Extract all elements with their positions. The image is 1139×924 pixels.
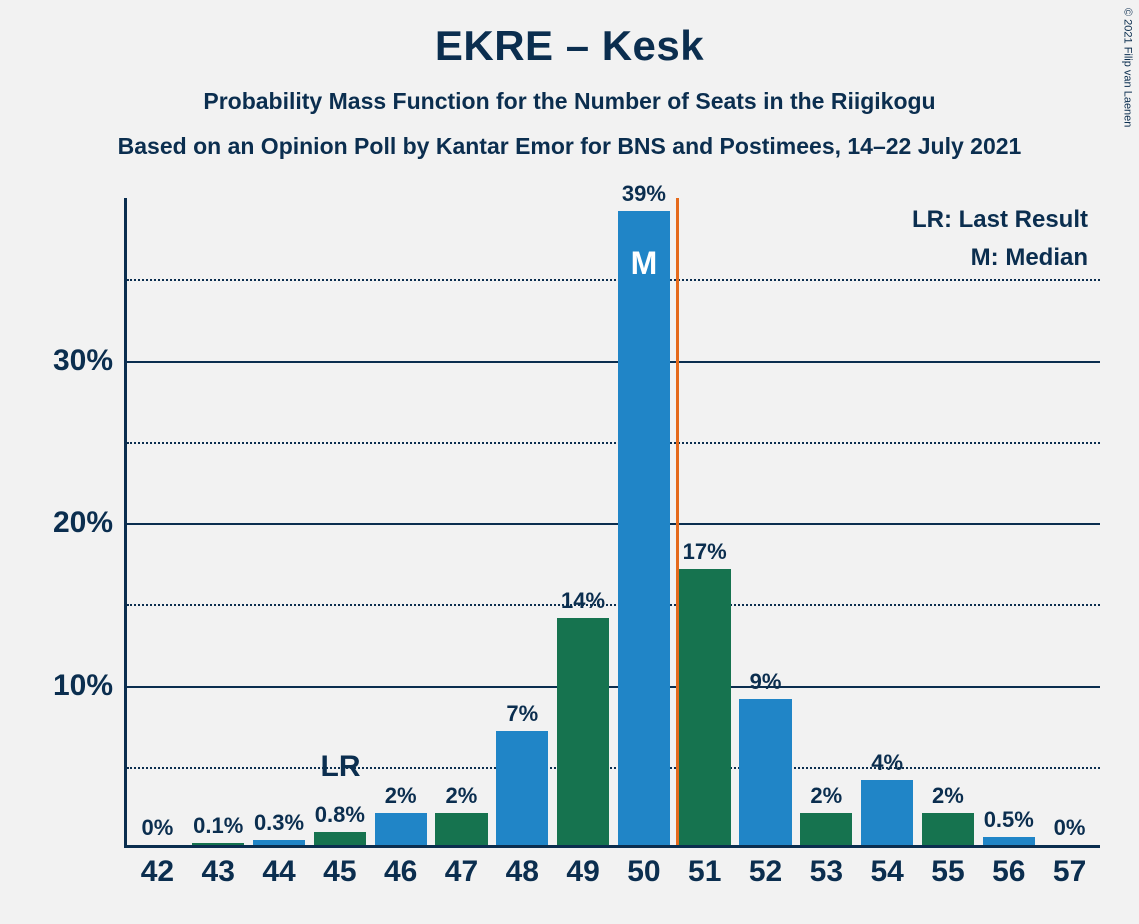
- xtick-label: 47: [445, 855, 478, 889]
- xtick-label: 45: [323, 855, 356, 889]
- legend-m: M: Median: [912, 244, 1088, 272]
- bar: 39%M: [618, 211, 670, 845]
- ytick-label: 30%: [53, 344, 113, 378]
- xtick-label: 53: [810, 855, 843, 889]
- xtick-label: 48: [506, 855, 539, 889]
- bar-slot: 17%51: [674, 198, 735, 845]
- bar-value-label: 0.8%: [315, 802, 365, 828]
- bar-slot: 2%55: [918, 198, 979, 845]
- legend: LR: Last Result M: Median: [912, 206, 1088, 282]
- bar-slot: 14%49: [553, 198, 614, 845]
- bar: 17%: [679, 569, 731, 845]
- bar-slot: 2%53: [796, 198, 857, 845]
- bar-slot: 0.3%44: [249, 198, 310, 845]
- bar-slot: 2%46: [370, 198, 431, 845]
- bars-container: 0%420.1%430.3%440.8%452%462%477%4814%493…: [127, 198, 1100, 845]
- bar-slot: 39%M50: [614, 198, 675, 845]
- bar: 2%: [375, 813, 427, 846]
- chart-subtitle: Probability Mass Function for the Number…: [0, 88, 1139, 115]
- copyright-text: © 2021 Filip van Laenen: [1121, 8, 1133, 127]
- bar-slot: 2%47: [431, 198, 492, 845]
- plot-area: LR: Last Result M: Median 10%20%30% LR 0…: [124, 198, 1100, 848]
- bar: 0.8%: [314, 832, 366, 845]
- xtick-label: 44: [262, 855, 295, 889]
- xtick-label: 42: [141, 855, 174, 889]
- xtick-label: 57: [1053, 855, 1086, 889]
- bar: 0.3%: [253, 840, 305, 845]
- legend-lr: LR: Last Result: [912, 206, 1088, 234]
- bar-value-label: 0%: [141, 815, 173, 841]
- xtick-label: 51: [688, 855, 721, 889]
- ytick-label: 10%: [53, 669, 113, 703]
- bar-value-label: 0%: [1054, 815, 1086, 841]
- xtick-label: 50: [627, 855, 660, 889]
- bar-slot: 9%52: [735, 198, 796, 845]
- chart-subtitle2: Based on an Opinion Poll by Kantar Emor …: [0, 133, 1139, 160]
- xtick-label: 54: [870, 855, 903, 889]
- bar-value-label: 17%: [683, 539, 727, 565]
- bar: 0.5%: [983, 837, 1035, 845]
- bar: 14%: [557, 618, 609, 846]
- bar-value-label: 2%: [932, 783, 964, 809]
- bar-value-label: 0.1%: [193, 813, 243, 839]
- median-line: [676, 198, 679, 845]
- bar: 7%: [496, 731, 548, 845]
- bar: 2%: [922, 813, 974, 846]
- bar-slot: 0.8%45: [309, 198, 370, 845]
- xtick-label: 46: [384, 855, 417, 889]
- median-badge: M: [631, 245, 658, 282]
- bar-slot: 0.1%43: [188, 198, 249, 845]
- xtick-label: 55: [931, 855, 964, 889]
- bar-value-label: 14%: [561, 588, 605, 614]
- xtick-label: 49: [566, 855, 599, 889]
- bar-slot: 0.5%56: [978, 198, 1039, 845]
- xtick-label: 52: [749, 855, 782, 889]
- bar-value-label: 2%: [446, 783, 478, 809]
- bar: 4%: [861, 780, 913, 845]
- bar: 0.1%: [192, 843, 244, 845]
- bar-value-label: 4%: [871, 750, 903, 776]
- bar-value-label: 0.3%: [254, 810, 304, 836]
- bar-slot: 0%42: [127, 198, 188, 845]
- bar: 2%: [435, 813, 487, 846]
- bar-value-label: 9%: [750, 669, 782, 695]
- bar-value-label: 39%: [622, 181, 666, 207]
- bar-value-label: 2%: [385, 783, 417, 809]
- xtick-label: 56: [992, 855, 1025, 889]
- bar: 2%: [800, 813, 852, 846]
- bar-slot: 4%54: [857, 198, 918, 845]
- xtick-label: 43: [202, 855, 235, 889]
- bar-value-label: 0.5%: [984, 807, 1034, 833]
- chart-title: EKRE – Kesk: [0, 0, 1139, 70]
- bar-value-label: 2%: [810, 783, 842, 809]
- bar-value-label: 7%: [506, 701, 538, 727]
- ytick-label: 20%: [53, 506, 113, 540]
- bar: 9%: [739, 699, 791, 845]
- bar-slot: 0%57: [1039, 198, 1100, 845]
- bar-slot: 7%48: [492, 198, 553, 845]
